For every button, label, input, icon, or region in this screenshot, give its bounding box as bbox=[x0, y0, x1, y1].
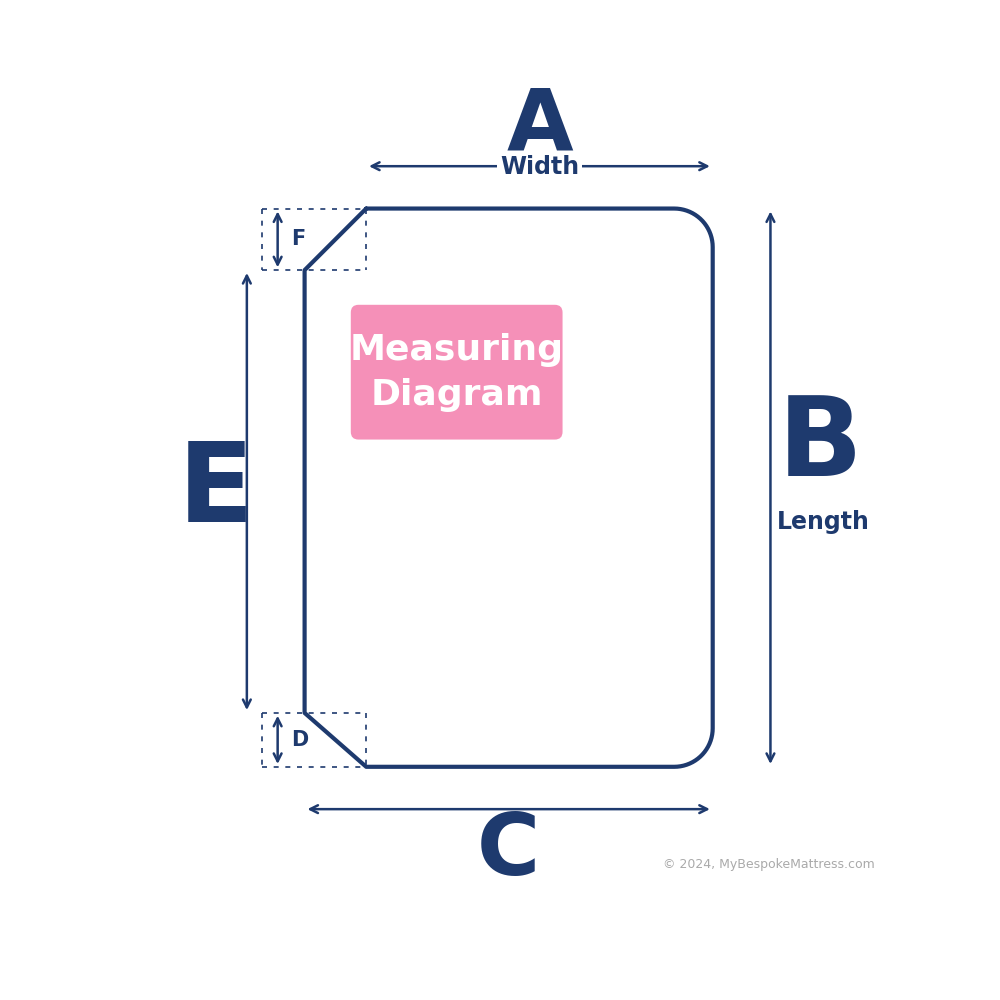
Text: Measuring
Diagram: Measuring Diagram bbox=[350, 333, 564, 412]
Text: C: C bbox=[477, 810, 540, 893]
Text: E: E bbox=[178, 438, 254, 545]
Text: © 2024, MyBespokeMattress.com: © 2024, MyBespokeMattress.com bbox=[663, 858, 874, 871]
Text: F: F bbox=[292, 229, 306, 249]
Text: Length: Length bbox=[777, 510, 869, 534]
Text: A: A bbox=[506, 85, 573, 168]
FancyBboxPatch shape bbox=[351, 305, 563, 440]
Text: D: D bbox=[292, 730, 309, 750]
Text: Width: Width bbox=[500, 155, 579, 179]
Text: B: B bbox=[778, 392, 863, 499]
